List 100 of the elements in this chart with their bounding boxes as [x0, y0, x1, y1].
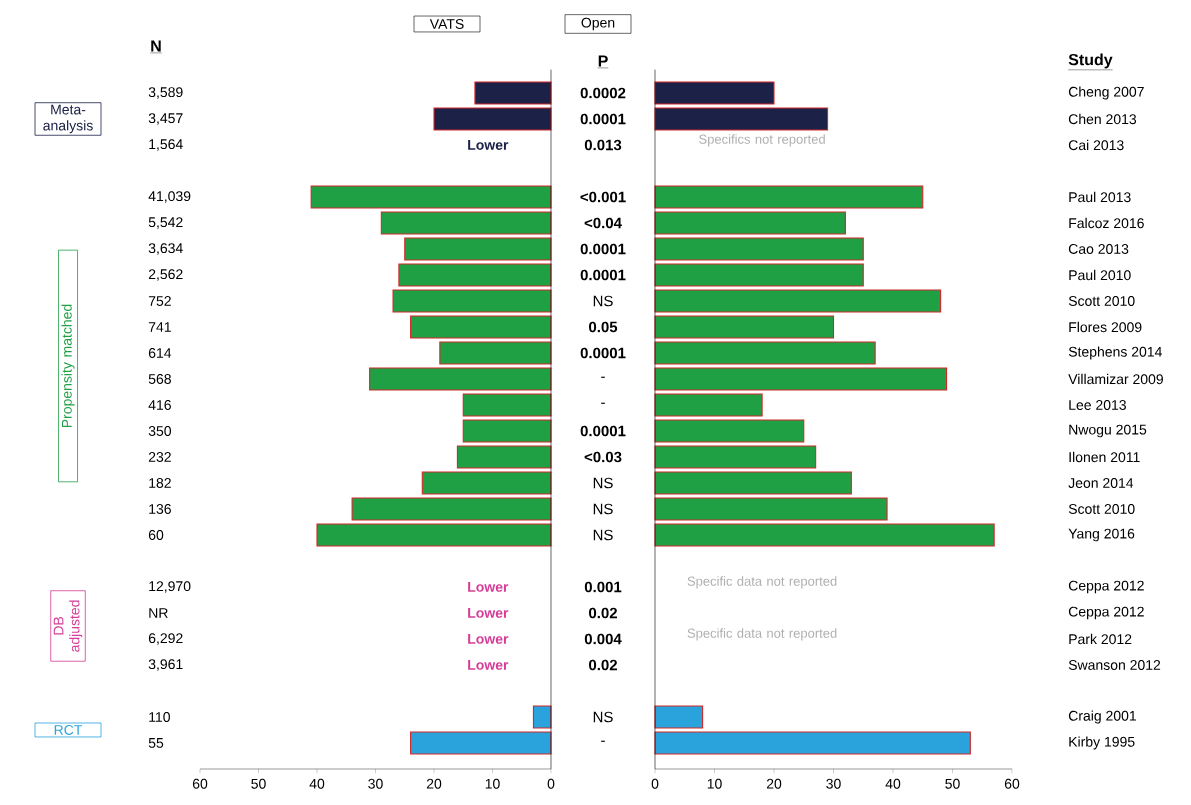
x-tick-label: 40: [309, 778, 325, 789]
y-tick-label: 136: [149, 504, 171, 514]
y-tick-label: Paul 2013: [1069, 191, 1131, 203]
y-tick-label: Lee 2013: [1069, 400, 1126, 410]
bar: [654, 289, 942, 313]
y-axis-title: Study: [1068, 53, 1113, 69]
text: 0.02: [589, 607, 617, 619]
bar: [654, 367, 948, 391]
x-tick-label: 20: [426, 778, 442, 789]
y-tick-label: Ceppa 2012: [1068, 606, 1144, 620]
bar: [654, 185, 924, 209]
y-tick-label: Park 2012: [1069, 633, 1132, 645]
bar: [462, 393, 552, 417]
y-tick-label: 741: [148, 322, 171, 332]
x-tick-label: 30: [826, 778, 841, 789]
text: Lower: [468, 660, 509, 670]
y-tick-label: Scott 2010: [1068, 296, 1135, 306]
text: NS: [593, 529, 613, 541]
bar: [654, 211, 846, 235]
y-tick-label: Chen 2013: [1068, 113, 1137, 125]
y-tick-label: 182: [149, 478, 171, 488]
text: Specific data not reported: [687, 576, 837, 589]
y-tick-label: Cheng 2007: [1068, 86, 1144, 100]
text: 0.05: [589, 321, 618, 333]
text: Lower: [468, 140, 509, 150]
y-tick-label: 6,292: [148, 633, 183, 645]
text: -: [601, 740, 605, 742]
y-tick-label: Scott 2010: [1068, 504, 1135, 514]
bar: [439, 341, 552, 365]
bar: [654, 81, 775, 105]
text: Propensity matched: [61, 304, 75, 428]
y-tick-label: Ilonen 2011: [1069, 451, 1140, 463]
bar: [462, 419, 552, 443]
text: P: [598, 55, 608, 67]
y-tick-label: 3,589: [148, 87, 183, 99]
y-tick-label: 568: [148, 374, 171, 384]
y-tick-label: 3,961: [148, 659, 183, 671]
x-tick-label: 60: [192, 778, 208, 789]
y-tick-label: Cao 2013: [1068, 244, 1129, 254]
text: <0.04: [584, 217, 622, 229]
y-tick-label: NR: [149, 608, 168, 618]
text: 0.004: [584, 633, 622, 645]
text: Lower: [468, 608, 509, 618]
bar: [398, 263, 552, 287]
bar: [369, 367, 552, 391]
text: NS: [593, 503, 613, 515]
y-tick-label: Swanson 2012: [1068, 660, 1161, 670]
y-tick-label: Villamizar 2009: [1068, 373, 1163, 385]
x-tick-label: 0: [547, 778, 555, 789]
bar: [380, 211, 552, 235]
bar: [410, 315, 552, 339]
text: 0.0002: [580, 87, 626, 99]
x-tick-label: 10: [707, 778, 722, 789]
y-tick-label: Paul 2010: [1069, 269, 1131, 281]
text: NS: [593, 295, 613, 307]
text: Meta-analysis: [43, 104, 93, 134]
bar: [654, 471, 852, 495]
bar: [654, 497, 888, 521]
y-tick-label: Jeon 2014: [1068, 478, 1134, 488]
bar: [316, 523, 552, 547]
y-tick-label: Flores 2009: [1069, 321, 1142, 333]
x-tick-label: 40: [885, 778, 901, 789]
y-tick-label: Ceppa 2012: [1068, 580, 1144, 594]
text: 0.013: [584, 139, 622, 151]
text: 0.0001: [580, 347, 626, 359]
bar: [351, 497, 552, 521]
y-tick-label: 2,562: [148, 269, 183, 281]
x-tick-label: 0: [651, 778, 659, 789]
bar: [310, 185, 552, 209]
x-tick-label: 20: [766, 778, 782, 789]
text: -: [601, 376, 605, 378]
bar: [456, 445, 552, 469]
y-tick-label: 416: [148, 400, 171, 410]
bar: [654, 523, 995, 547]
y-tick-label: 12,970: [149, 581, 191, 593]
bar: [410, 731, 552, 755]
bar: [392, 289, 552, 313]
y-tick-label: 55: [148, 738, 164, 748]
text: 0.0001: [580, 269, 626, 281]
text: -: [601, 402, 605, 404]
y-tick-label: Yang 2016: [1068, 528, 1135, 542]
bar: [654, 341, 876, 365]
x-tick-label: 50: [251, 778, 266, 789]
bar: [404, 237, 552, 261]
y-tick-label: 110: [149, 712, 170, 722]
text: NS: [593, 711, 613, 723]
text: 0.0001: [580, 425, 626, 437]
text: <0.001: [580, 191, 626, 203]
text: DB adjusted: [53, 600, 83, 652]
y-tick-label: Nwogu 2015: [1069, 424, 1147, 438]
text: Lower: [468, 582, 509, 592]
y-tick-label: 614: [148, 348, 172, 358]
text: <0.03: [584, 451, 622, 463]
bar: [654, 393, 763, 417]
bar: [654, 107, 829, 131]
bar: [654, 731, 971, 755]
text: 0.02: [589, 659, 617, 671]
y-tick-label: 41,039: [148, 191, 191, 203]
text: 0.001: [584, 581, 622, 593]
y-tick-label: 1,564: [149, 139, 183, 151]
